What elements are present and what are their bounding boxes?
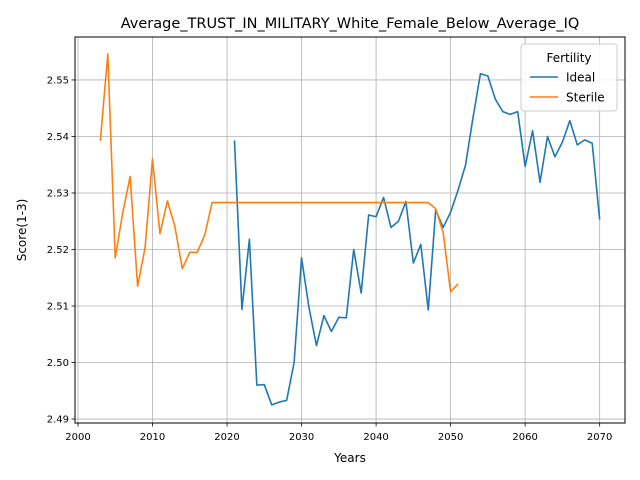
x-tick-label-2030: 2030 (289, 432, 314, 443)
series-line-sterile (99, 53, 459, 293)
plot-frame (74, 36, 626, 424)
x-axis-label: Years (333, 451, 366, 465)
y-tick-label-2-52: 2.52 (47, 245, 69, 256)
legend-box (520, 43, 618, 112)
series-lines (99, 53, 601, 406)
y-tick-label-2-55: 2.55 (47, 76, 69, 87)
y-tick-label-2-50: 2.50 (47, 358, 69, 369)
x-tick-label-2000: 2000 (65, 432, 90, 443)
y-axis-label: Score(1-3) (15, 199, 29, 262)
x-tick-label-2010: 2010 (140, 432, 165, 443)
y-tick-label-2-49: 2.49 (47, 415, 69, 426)
legend-title: Fertility (546, 51, 591, 65)
series-line-ideal (233, 72, 601, 406)
legend-label-sterile: Sterile (566, 91, 605, 105)
x-tick-label-2050: 2050 (438, 432, 463, 443)
x-tick-label-2040: 2040 (363, 432, 388, 443)
legend-label-ideal: Ideal (566, 71, 595, 85)
x-tick-label-2060: 2060 (512, 432, 537, 443)
chart-title: Average_TRUST_IN_MILITARY_White_Female_B… (121, 16, 580, 32)
y-tick-label-2-54: 2.54 (47, 132, 69, 143)
y-tick-label-2-53: 2.53 (47, 189, 69, 200)
legend: Fertility Ideal Sterile (520, 43, 618, 112)
x-tick-label-2070: 2070 (587, 432, 612, 443)
y-tick-label-2-51: 2.51 (47, 302, 69, 313)
y-axis: 2.49 2.50 2.51 2.52 2.53 2.54 2.55 (47, 76, 75, 426)
x-tick-label-2020: 2020 (214, 432, 239, 443)
x-axis: 2000 2010 2020 2030 2040 2050 2060 2070 (65, 423, 612, 443)
